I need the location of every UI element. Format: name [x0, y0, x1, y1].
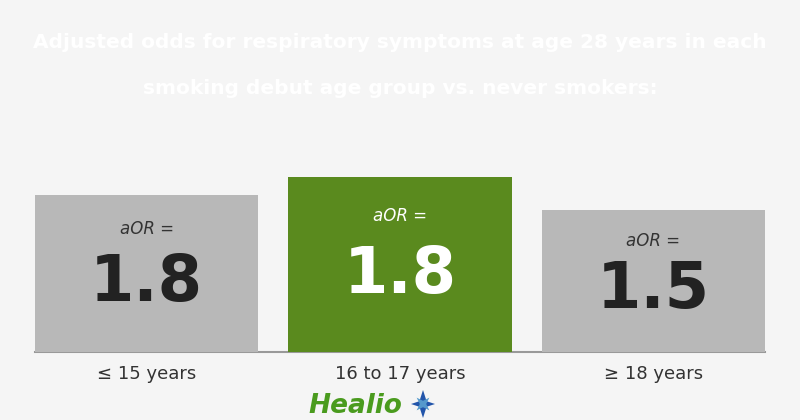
Text: 1.8: 1.8	[343, 244, 457, 306]
Text: Adjusted odds for respiratory symptoms at age 28 years in each: Adjusted odds for respiratory symptoms a…	[33, 33, 767, 52]
Text: 16 to 17 years: 16 to 17 years	[334, 365, 466, 383]
FancyBboxPatch shape	[542, 210, 765, 352]
Text: 1.5: 1.5	[597, 258, 710, 320]
Text: Healio: Healio	[308, 393, 402, 419]
Polygon shape	[417, 402, 425, 410]
Polygon shape	[418, 390, 427, 404]
Polygon shape	[421, 398, 430, 406]
Polygon shape	[423, 400, 435, 408]
Polygon shape	[417, 398, 425, 406]
Text: aOR =: aOR =	[120, 220, 174, 238]
FancyBboxPatch shape	[35, 195, 258, 352]
Polygon shape	[421, 402, 430, 410]
Text: smoking debut age group vs. never smokers:: smoking debut age group vs. never smoker…	[142, 79, 658, 98]
FancyBboxPatch shape	[288, 177, 512, 352]
Text: aOR =: aOR =	[626, 232, 680, 250]
Polygon shape	[411, 400, 423, 408]
Text: ≥ 18 years: ≥ 18 years	[604, 365, 703, 383]
Text: ≤ 15 years: ≤ 15 years	[97, 365, 196, 383]
Text: aOR =: aOR =	[373, 207, 427, 225]
Text: 1.8: 1.8	[90, 252, 203, 314]
Polygon shape	[418, 404, 427, 418]
